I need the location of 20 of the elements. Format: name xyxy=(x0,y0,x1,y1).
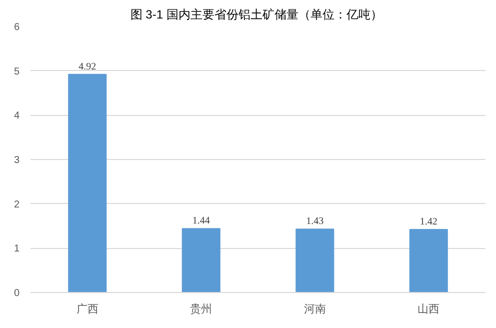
y-tick-label: 6 xyxy=(14,22,20,33)
y-tick-label: 0 xyxy=(14,288,20,299)
data-label: 1.43 xyxy=(306,216,324,228)
bar xyxy=(409,229,448,292)
data-label: 1.44 xyxy=(192,216,210,227)
x-tick-label: 贵州 xyxy=(190,302,212,316)
chart-title: 图 3-1 国内主要省份铝土矿储量（单位：亿吨） xyxy=(130,8,382,22)
y-tick-label: 4 xyxy=(14,110,20,122)
bar xyxy=(182,228,220,292)
data-label: 1.42 xyxy=(420,216,438,228)
y-tick-label: 2 xyxy=(14,199,20,210)
y-tick-label: 1 xyxy=(14,244,20,255)
y-tick-label: 5 xyxy=(14,66,20,78)
x-tick-label: 广西 xyxy=(76,302,98,316)
data-label: 4.92 xyxy=(78,61,96,72)
x-tick-label: 河南 xyxy=(304,302,326,316)
bar xyxy=(68,74,107,292)
x-tick-label: 山西 xyxy=(418,302,440,316)
y-tick-label: 3 xyxy=(14,155,20,166)
bar xyxy=(296,228,334,292)
